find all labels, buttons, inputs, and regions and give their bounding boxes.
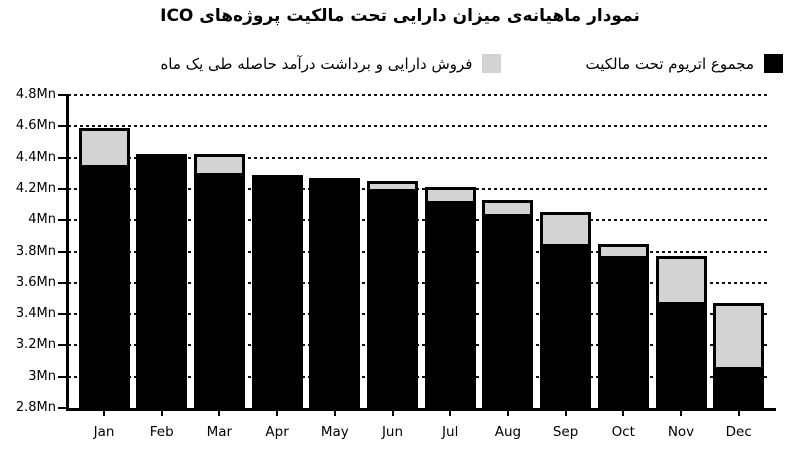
y-axis-tick <box>58 375 66 378</box>
y-axis-tick <box>58 313 66 316</box>
y-axis <box>66 94 69 410</box>
bar-dec <box>713 303 765 410</box>
y-axis-label: 3.2Mn <box>15 337 56 353</box>
bar-jan <box>78 127 130 410</box>
y-axis-tick <box>58 94 66 96</box>
y-axis-tick <box>58 187 66 190</box>
chart-title: نمودار ماهیانه‌ی میزان دارایی تحت مالکیت… <box>160 6 640 26</box>
x-label-mar: Mar <box>206 424 233 440</box>
legend-swatch-owned-icon <box>764 54 783 73</box>
x-label-aug: Aug <box>494 424 522 440</box>
y-axis-label: 3.4Mn <box>15 306 56 322</box>
x-label-oct: Oct <box>611 424 635 440</box>
x-axis-tick <box>506 410 509 416</box>
bar-segment-sold <box>600 246 646 257</box>
x-label-sep: Sep <box>552 424 579 440</box>
y-axis-tick <box>58 250 66 253</box>
gridline <box>68 281 770 284</box>
y-axis-label: 4.8Mn <box>15 87 56 102</box>
bar-jun <box>367 181 418 410</box>
y-axis-label: 3.8Mn <box>15 243 56 259</box>
gridline <box>68 375 770 378</box>
y-axis-label: 3Mn <box>28 368 56 384</box>
y-axis-label: 2.8Mn <box>15 400 56 415</box>
bar-segment-sold <box>716 306 762 368</box>
bar-sep <box>540 212 592 410</box>
x-axis-tick <box>564 410 567 416</box>
gridline <box>68 344 770 347</box>
x-label-may: May <box>320 424 349 440</box>
gridline <box>68 250 770 253</box>
x-axis-tick <box>449 410 452 416</box>
x-axis-tick <box>333 410 336 416</box>
y-axis-label: 3.6Mn <box>15 274 56 290</box>
gridline <box>68 156 770 159</box>
bar-aug <box>482 199 534 410</box>
bar-jul <box>424 187 476 410</box>
x-label-jan: Jan <box>93 424 115 440</box>
bar-segment-sold <box>543 215 589 244</box>
x-label-apr: Apr <box>265 424 289 440</box>
legend-item-sold: فروش دارایی و برداشت درآمد حاصله طی یک م… <box>160 54 502 73</box>
x-axis-tick <box>103 410 105 416</box>
bar-segment-sold <box>81 130 127 166</box>
x-label-jul: Jul <box>442 424 459 440</box>
legend-label-sold: فروش دارایی و برداشت درآمد حاصله طی یک م… <box>160 54 473 73</box>
bar-feb <box>136 154 188 410</box>
legend-item-owned: مجموع اتریوم تحت مالکیت <box>585 54 783 73</box>
x-axis-tick <box>218 410 221 416</box>
gridline <box>68 313 770 316</box>
y-axis-label: 4.4Mn <box>15 149 56 165</box>
bar-may <box>309 177 361 410</box>
legend-swatch-sold-icon <box>482 54 502 73</box>
x-axis-tick <box>622 410 625 416</box>
x-axis-tick <box>391 410 394 416</box>
bar-apr <box>251 174 303 410</box>
legend-label-owned: مجموع اتریوم تحت مالکیت <box>585 54 754 73</box>
bar-segment-sold <box>658 259 704 302</box>
legend: مجموع اتریوم تحت مالکیت فروش دارایی و بر… <box>160 54 783 73</box>
y-axis-tick <box>58 407 66 409</box>
bar-segment-sold <box>370 184 415 189</box>
y-axis-tick <box>58 125 66 128</box>
x-axis <box>66 408 776 411</box>
bar-segment-sold <box>427 190 473 202</box>
x-label-feb: Feb <box>149 424 174 440</box>
y-axis-label: 4.6Mn <box>15 118 56 134</box>
x-label-dec: Dec <box>725 424 752 440</box>
bar-oct <box>597 243 649 410</box>
gridline <box>68 219 770 222</box>
gridline <box>68 187 770 190</box>
bar-mar <box>193 154 245 410</box>
x-label-nov: Nov <box>667 424 695 440</box>
x-axis-tick <box>737 410 740 416</box>
bar-nov <box>655 256 707 410</box>
y-axis-label: 4.2Mn <box>15 180 56 196</box>
y-axis-tick <box>58 156 66 159</box>
y-axis-tick <box>58 219 66 222</box>
y-axis-tick <box>58 281 66 284</box>
y-axis-label: 4Mn <box>28 212 56 228</box>
x-axis-tick <box>276 410 279 416</box>
x-axis-tick <box>680 410 682 416</box>
y-axis-tick <box>58 344 66 347</box>
gridline <box>68 94 770 96</box>
bar-segment-sold <box>485 202 531 214</box>
x-label-jun: Jun <box>381 424 404 440</box>
gridline <box>68 125 770 128</box>
bar-segment-sold <box>196 157 242 174</box>
x-axis-tick <box>160 410 163 416</box>
